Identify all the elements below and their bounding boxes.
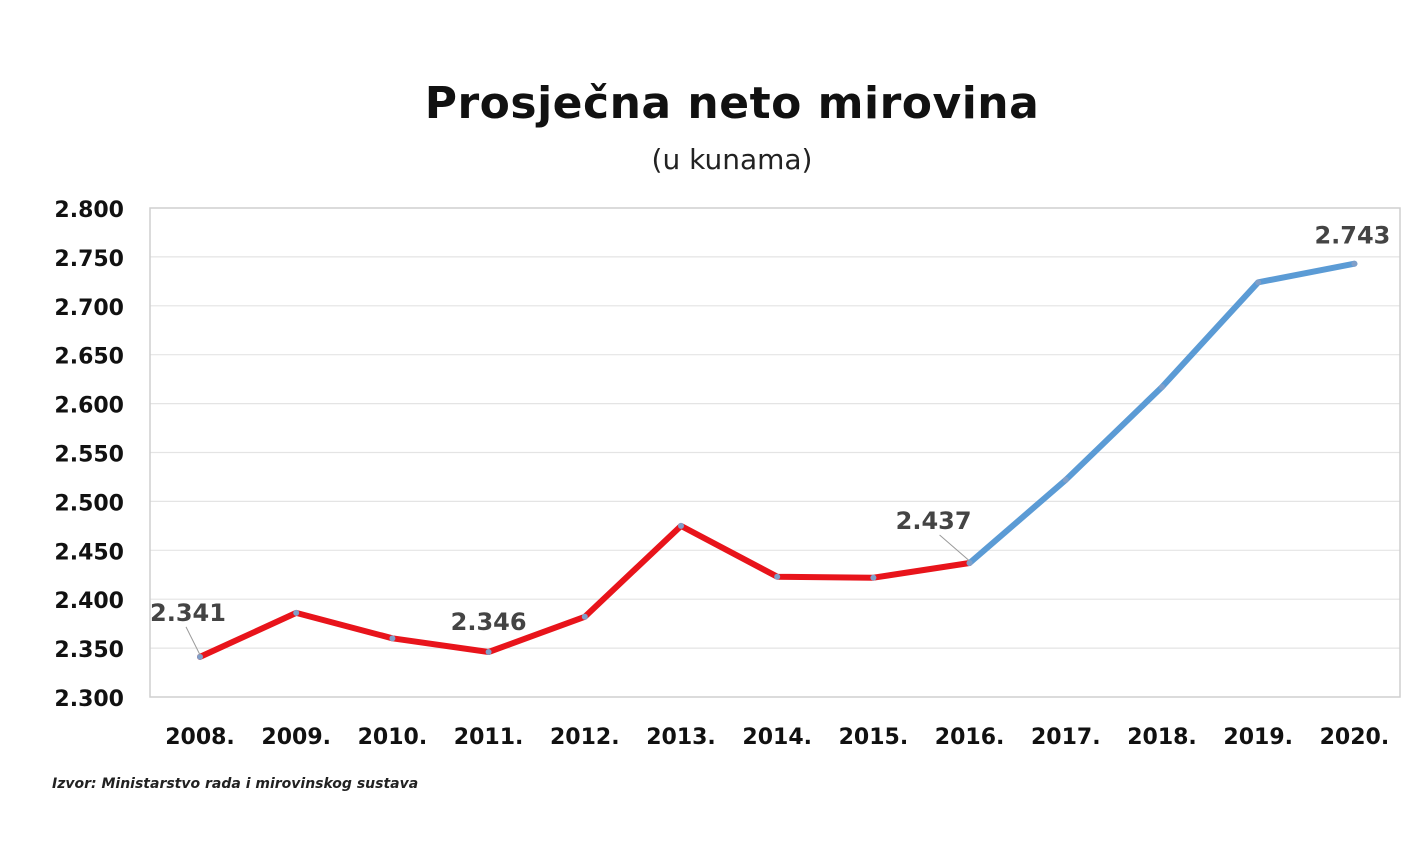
gridlines — [150, 256, 1400, 649]
x-tick-label: 2011. — [454, 725, 524, 750]
data-point — [389, 635, 396, 642]
y-tick-label: 2.600 — [54, 394, 124, 419]
series-line-segment — [197, 522, 973, 660]
y-tick-label: 2.750 — [54, 247, 124, 272]
series-line-segment — [966, 260, 1358, 566]
y-tick-label: 2.400 — [54, 589, 124, 614]
data-labels: 2.341 2.346 2.437 2.743 — [150, 222, 1390, 656]
x-tick-label: 2015. — [839, 725, 909, 750]
x-tick-label: 2009. — [261, 725, 331, 750]
y-tick-label: 2.550 — [54, 443, 124, 468]
data-point — [678, 522, 684, 529]
data-point — [870, 574, 877, 581]
data-label-leader — [185, 626, 201, 656]
series-line — [197, 260, 1358, 660]
x-tick-label: 2019. — [1223, 725, 1293, 750]
data-point — [774, 573, 781, 580]
x-tick-label: 2008. — [165, 725, 235, 750]
x-tick-label: 2013. — [646, 725, 716, 750]
plot-area-frame — [149, 207, 1401, 698]
x-tick-label: 2010. — [358, 725, 428, 750]
series-markers — [197, 260, 1358, 660]
y-tick-label: 2.700 — [54, 296, 124, 321]
x-tick-label: 2012. — [550, 725, 620, 750]
data-point — [966, 560, 973, 567]
data-point — [1062, 476, 1069, 483]
data-point — [581, 613, 588, 620]
data-label-leader — [939, 534, 970, 562]
data-label: 2.743 — [1314, 222, 1390, 250]
data-point — [197, 653, 203, 660]
y-tick-label: 2.450 — [54, 540, 124, 565]
x-tick-label: 2017. — [1031, 725, 1101, 750]
data-label: 2.341 — [150, 599, 226, 627]
data-point — [1351, 260, 1358, 267]
y-tick-label: 2.300 — [54, 687, 124, 712]
x-axis-tick-labels: 2008. 2009. 2010. 2011. 2012. 2013. 2014. 2015.… — [165, 725, 1389, 750]
chart-subtitle: (u kunama) — [651, 143, 813, 176]
y-tick-label: 2.350 — [54, 638, 124, 663]
x-tick-label: 2018. — [1127, 725, 1197, 750]
data-point — [1159, 383, 1165, 390]
y-tick-label: 2.800 — [54, 198, 124, 223]
y-tick-label: 2.650 — [54, 345, 124, 370]
data-label: 2.346 — [451, 608, 527, 636]
chart-title: Prosječna neto mirovina — [424, 78, 1040, 129]
x-tick-label: 2020. — [1320, 725, 1390, 750]
data-point — [1255, 279, 1262, 286]
data-point — [293, 609, 300, 616]
source-note: Izvor: Ministarstvo rada i mirovinskog s… — [52, 776, 419, 792]
y-tick-label: 2.500 — [54, 491, 124, 516]
y-axis-tick-labels: 2.300 2.350 2.400 2.450 2.500 2.550 2.600 2.650… — [54, 198, 124, 712]
data-point — [485, 649, 492, 656]
data-label: 2.437 — [896, 507, 972, 535]
x-tick-label: 2014. — [742, 725, 812, 750]
x-tick-label: 2016. — [935, 725, 1005, 750]
